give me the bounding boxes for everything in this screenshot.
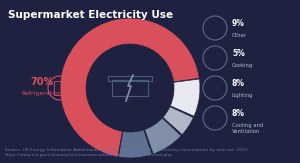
Text: Supermarket Electricity Use: Supermarket Electricity Use [8, 10, 173, 20]
Text: Cooking: Cooking [232, 63, 253, 68]
Wedge shape [145, 118, 181, 154]
Text: 5%: 5% [232, 49, 245, 58]
Text: 70%: 70% [30, 77, 54, 87]
Text: 8%: 8% [232, 79, 245, 88]
Text: 9%: 9% [232, 18, 245, 28]
Text: Source: US Energy Information Administration 2012. CBECS Table E5. Electricity c: Source: US Energy Information Administra… [5, 148, 249, 157]
Text: Cooling and
Ventilation: Cooling and Ventilation [232, 123, 263, 134]
Wedge shape [60, 18, 199, 157]
Text: Lighting: Lighting [232, 93, 254, 98]
Wedge shape [170, 79, 200, 116]
Bar [54, 81, 66, 95]
Wedge shape [118, 130, 152, 158]
Text: Other: Other [232, 33, 247, 38]
Wedge shape [163, 107, 194, 135]
Text: Refrigeration: Refrigeration [22, 91, 62, 96]
Text: 8%: 8% [232, 109, 245, 118]
Bar [108, 76, 152, 81]
Bar [112, 80, 148, 96]
Circle shape [87, 45, 173, 131]
